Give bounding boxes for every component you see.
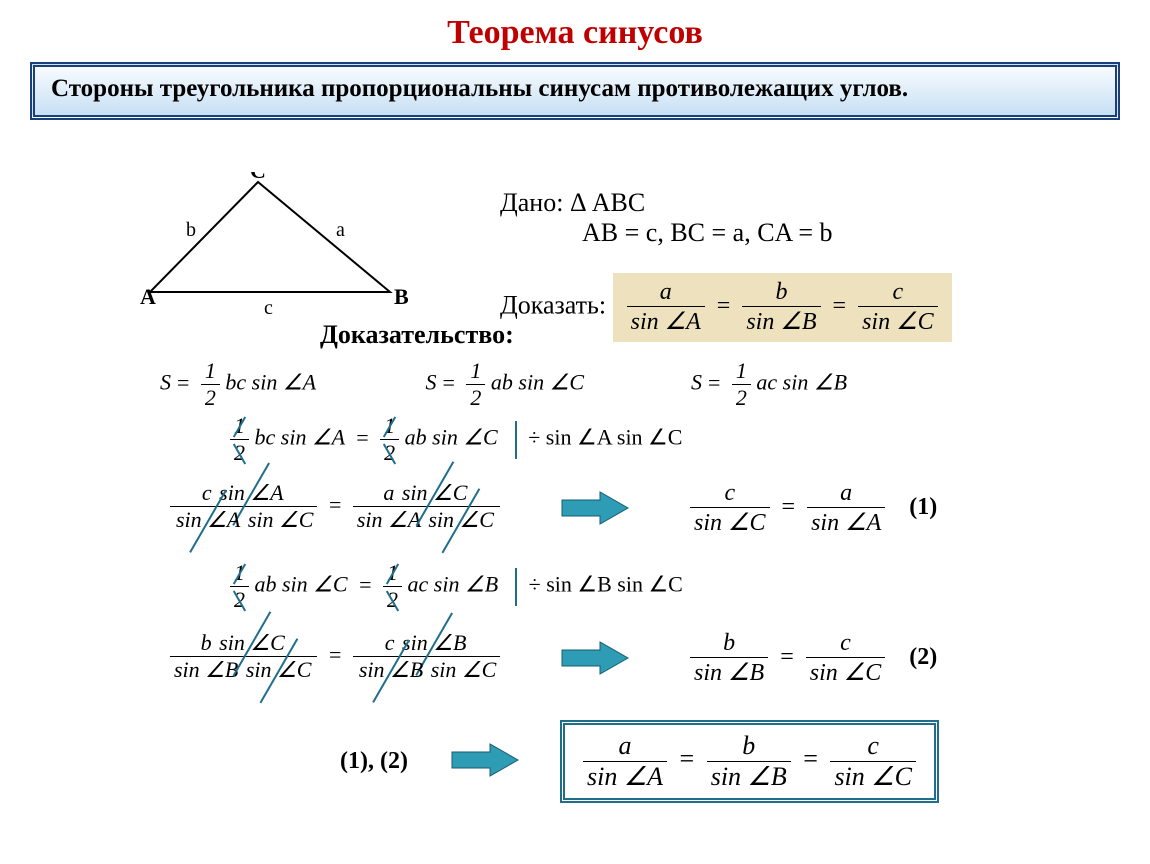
step2-result: bsin ∠B = csin ∠C (2): [690, 630, 937, 687]
toprove-formula: asin ∠A = bsin ∠B = csin ∠C: [613, 273, 952, 342]
given-line1: Δ ABC: [570, 188, 645, 217]
fr-c: c: [858, 279, 938, 307]
conclusion-box: asin ∠A = bsin ∠B = csin ∠C: [560, 720, 939, 803]
svg-text:c: c: [264, 297, 273, 319]
conclusion-refs: (1), (2): [340, 748, 408, 775]
fr-sinA: sin ∠A: [627, 307, 705, 336]
page-title: Теорема синусов: [0, 0, 1150, 52]
area-f2: S= 12 ab sin ∠C: [426, 358, 686, 411]
step1-divisor: ÷ sin ∠A sin ∠C: [528, 425, 682, 450]
given-block: Дано: Δ ABC AB = c, BC = a, CA = b: [500, 188, 833, 248]
fr-sinC: sin ∠C: [858, 307, 938, 336]
area-f3: S= 12 ac sin ∠B: [691, 358, 847, 411]
fr-b: b: [742, 279, 820, 307]
toprove-label: Доказать: [500, 290, 599, 319]
svg-text:C: C: [250, 172, 266, 183]
area-formulas-row: S= 12 bc sin ∠A S= 12 ab sin ∠C S= 12 ac…: [160, 358, 1120, 411]
step1-equation: 12 bc sin ∠A = 12 ab sin ∠C ÷ sin ∠A sin…: [230, 413, 1120, 466]
given-label: Дано: [500, 188, 556, 217]
arrow-icon: [560, 490, 630, 526]
svg-text:b: b: [186, 219, 196, 241]
toprove-block: Доказать: asin ∠A = bsin ∠B = csin ∠C: [500, 273, 952, 342]
svg-text:B: B: [394, 284, 409, 309]
step1b-row: c sin ∠A sin ∠A sin ∠C = a sin ∠C sin ∠A…: [170, 480, 1120, 533]
theorem-statement: Стороны треугольника пропорциональны син…: [30, 62, 1120, 120]
step2-divisor: ÷ sin ∠B sin ∠C: [529, 572, 683, 597]
step2b-row: b sin ∠C sin ∠B sin ∠C = c sin ∠B sin ∠B…: [170, 630, 1120, 683]
step2-equation: 12 ab sin ∠C = 12 ac sin ∠B ÷ sin ∠B sin…: [230, 560, 1120, 613]
svg-text:a: a: [336, 219, 345, 241]
area-f1: S= 12 bc sin ∠A: [160, 358, 420, 411]
step1-result: csin ∠C = asin ∠A (1): [690, 480, 937, 537]
proof-label: Доказательство:: [320, 320, 514, 350]
triangle-figure: A B C b a c: [140, 172, 420, 322]
arrow-icon: [560, 640, 630, 676]
fr-sinB: sin ∠B: [742, 307, 820, 336]
arrow-icon: [450, 742, 520, 778]
given-line2: AB = c, BC = a, CA = b: [582, 218, 833, 247]
svg-text:A: A: [140, 284, 156, 309]
fr-a: a: [627, 279, 705, 307]
